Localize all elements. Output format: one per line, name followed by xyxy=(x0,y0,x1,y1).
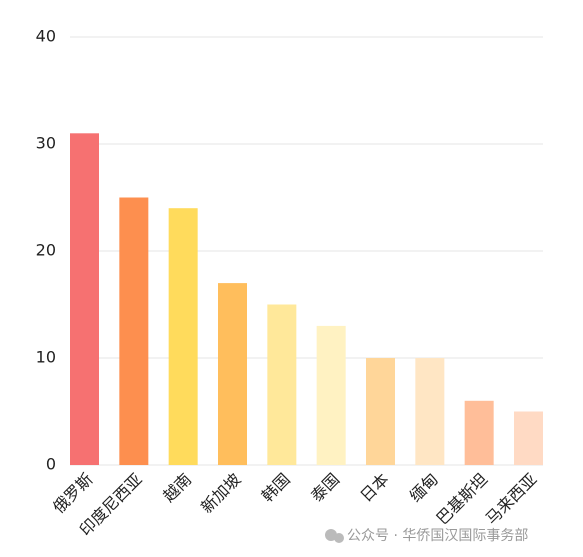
x-tick-label: 缅甸 xyxy=(406,470,442,506)
bar xyxy=(366,358,395,465)
bar xyxy=(316,325,346,465)
x-tick-label: 日本 xyxy=(356,470,392,506)
x-tick-label: 马来西亚 xyxy=(482,470,541,529)
x-tick-label: 新加坡 xyxy=(197,470,244,517)
bar xyxy=(218,283,247,465)
x-tick-label: 越南 xyxy=(159,470,195,506)
y-tick-label: 0 xyxy=(46,455,56,474)
x-tick-label: 俄罗斯 xyxy=(49,470,96,517)
y-tick-label: 40 xyxy=(36,27,56,46)
bar xyxy=(415,358,445,465)
x-tick-label: 韩国 xyxy=(258,470,294,506)
bar xyxy=(464,400,494,465)
bar xyxy=(267,304,297,465)
bar xyxy=(514,411,543,465)
x-tick-label: 泰国 xyxy=(307,470,343,506)
bar xyxy=(70,133,99,466)
watermark-text: 公众号 · 华侨国汉国际事务部 xyxy=(347,528,528,544)
y-tick-label: 10 xyxy=(36,348,56,367)
bar xyxy=(168,208,198,465)
y-tick-label: 30 xyxy=(36,134,56,153)
y-tick-label: 20 xyxy=(36,241,56,260)
watermark-icon xyxy=(334,533,344,543)
watermark: 公众号 · 华侨国汉国际事务部 xyxy=(325,528,528,544)
bar xyxy=(119,197,149,465)
x-tick-label: 巴基斯坦 xyxy=(432,470,491,529)
